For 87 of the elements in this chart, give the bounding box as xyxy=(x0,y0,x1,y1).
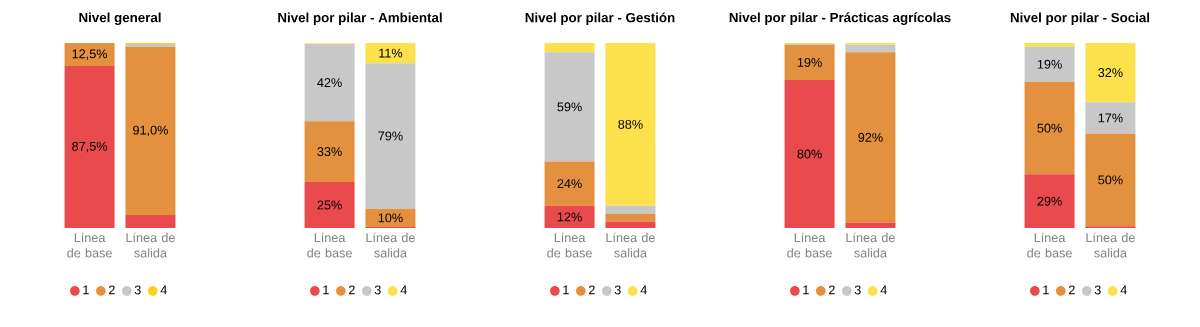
legend-label: 2 xyxy=(108,285,115,295)
legend-label: 1 xyxy=(563,285,569,295)
data-label: 17% xyxy=(1098,113,1123,123)
bar xyxy=(1024,46,1075,82)
data-label: 59% xyxy=(557,102,582,112)
chart-title: Nivel por pilar - Prácticas agrícolas xyxy=(729,12,951,25)
bar xyxy=(845,222,896,228)
bar xyxy=(125,215,176,228)
data-label: 50% xyxy=(1098,175,1123,185)
data-label: 25% xyxy=(317,200,342,210)
legend-label: 1 xyxy=(803,285,809,295)
legend-label: 3 xyxy=(134,285,141,295)
legend-label: 2 xyxy=(828,285,835,295)
bar xyxy=(365,63,416,209)
bar xyxy=(304,43,355,122)
data-label: 50% xyxy=(1037,123,1062,133)
x-tick-label: Línea de salida xyxy=(366,232,415,258)
bar xyxy=(365,42,416,64)
x-tick-label: Línea de base xyxy=(787,232,832,258)
legend-label: 2 xyxy=(348,285,355,295)
bar xyxy=(365,208,416,228)
bar xyxy=(845,52,896,223)
bar xyxy=(64,66,115,228)
bar xyxy=(544,161,595,206)
bar xyxy=(544,205,595,228)
data-label: 92% xyxy=(858,132,883,142)
legend-label: 2 xyxy=(588,285,595,295)
x-tick-label: Línea de base xyxy=(67,232,112,258)
legend-label: 3 xyxy=(374,285,381,295)
x-tick-label: Línea de salida xyxy=(1086,232,1135,258)
bar xyxy=(605,42,656,206)
data-label: 12,5% xyxy=(72,49,108,60)
data-label: 91,0% xyxy=(133,125,168,137)
data-label: 33% xyxy=(317,147,342,157)
bar xyxy=(1085,133,1136,227)
bar xyxy=(304,121,355,182)
chart-title: Nivel por pilar - Social xyxy=(1010,12,1150,25)
bar xyxy=(784,44,835,80)
legend-label: 1 xyxy=(323,285,329,295)
bar xyxy=(605,221,656,228)
data-label: 24% xyxy=(557,179,582,189)
data-label: 87,5% xyxy=(72,141,108,153)
bar xyxy=(544,52,595,162)
bar xyxy=(1024,174,1075,228)
chart-title: Nivel por pilar - Gestión xyxy=(525,12,675,25)
chart-title: Nivel por pilar - Ambiental xyxy=(278,12,442,25)
legend-label: 3 xyxy=(614,285,621,295)
legend-label: 4 xyxy=(640,285,647,295)
x-tick-label: Línea de base xyxy=(307,232,352,258)
legend-label: 4 xyxy=(880,285,887,295)
data-label: 79% xyxy=(378,131,403,141)
bar xyxy=(605,205,656,215)
data-label: 29% xyxy=(1037,196,1062,206)
bar xyxy=(1024,42,1075,47)
data-label: 11% xyxy=(379,48,403,58)
chart-title: Nivel general xyxy=(79,12,161,25)
bar xyxy=(784,79,835,228)
data-label: 32% xyxy=(1098,68,1123,78)
data-label: 12% xyxy=(557,212,582,222)
bar xyxy=(845,44,896,53)
data-label: 88% xyxy=(618,119,643,129)
x-tick-label: Línea de salida xyxy=(846,232,895,258)
legend-label: 1 xyxy=(83,285,89,295)
x-tick-label: Línea de base xyxy=(547,232,592,258)
data-label: 19% xyxy=(1037,59,1062,69)
bar xyxy=(605,214,656,222)
bar xyxy=(1024,81,1075,175)
data-label: 19% xyxy=(797,57,822,67)
legend-label: 1 xyxy=(1043,285,1049,295)
legend-label: 2 xyxy=(1068,285,1075,295)
legend-label: 4 xyxy=(160,285,167,295)
legend-label: 4 xyxy=(400,285,407,295)
data-label: 10% xyxy=(378,213,403,223)
bar xyxy=(64,42,115,67)
bar xyxy=(125,46,176,216)
bar xyxy=(304,181,355,228)
x-tick-label: Línea de salida xyxy=(126,232,175,258)
data-label: 80% xyxy=(797,149,822,159)
x-tick-label: Línea de base xyxy=(1027,232,1072,258)
legend-label: 3 xyxy=(1094,285,1101,295)
bar xyxy=(1085,102,1136,134)
bar xyxy=(1085,42,1136,103)
data-label: 42% xyxy=(317,78,342,88)
legend-label: 3 xyxy=(854,285,861,295)
legend-label: 4 xyxy=(1120,285,1127,295)
x-tick-label: Línea de salida xyxy=(606,232,655,258)
bar xyxy=(544,42,595,53)
